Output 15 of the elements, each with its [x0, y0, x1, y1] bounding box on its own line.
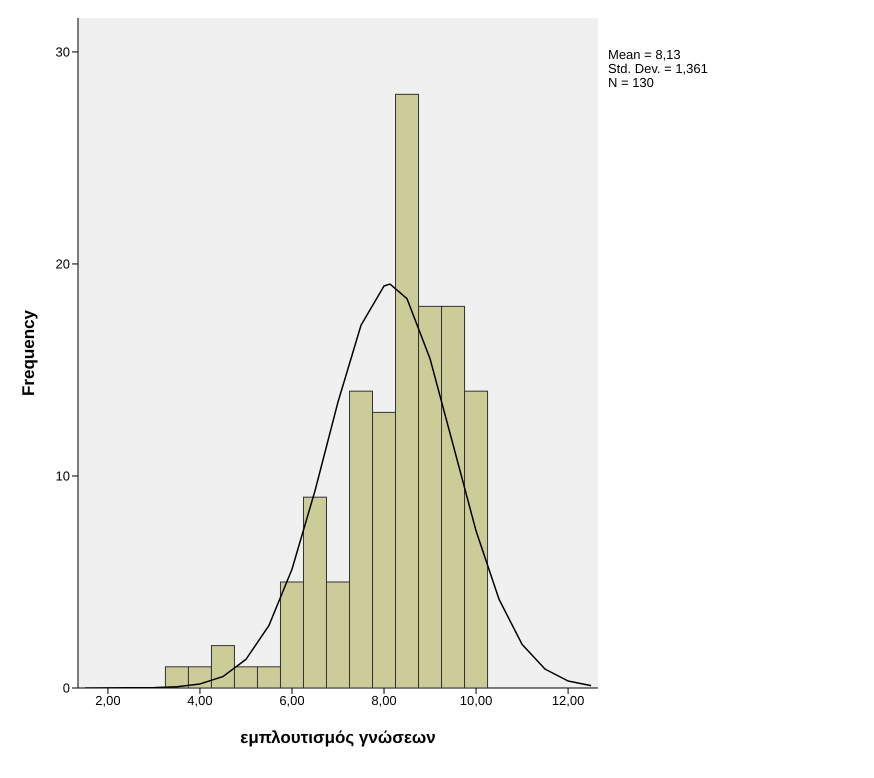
x-tick-label: 2,00	[95, 693, 121, 708]
y-tick-label: 30	[56, 44, 70, 60]
text: N = 130	[608, 75, 655, 90]
y-tick-label: 10	[56, 468, 70, 484]
text: Mean = 8,13	[608, 47, 682, 62]
y-tick-label: 0	[62, 680, 70, 696]
x-tick-label: 10,00	[460, 693, 492, 708]
y-axis-title: Frequency	[19, 309, 38, 396]
y-tick-label: 20	[56, 256, 70, 272]
text: Std. Dev. = 1,361	[608, 61, 708, 76]
x-tick-label: 12,00	[552, 693, 584, 708]
x-tick-label: 8,00	[371, 693, 397, 708]
x-tick-label: 6,00	[279, 693, 305, 708]
x-axis-title: εμπλουτισμός γνώσεων	[240, 728, 436, 747]
x-tick-label: 4,00	[187, 693, 213, 708]
